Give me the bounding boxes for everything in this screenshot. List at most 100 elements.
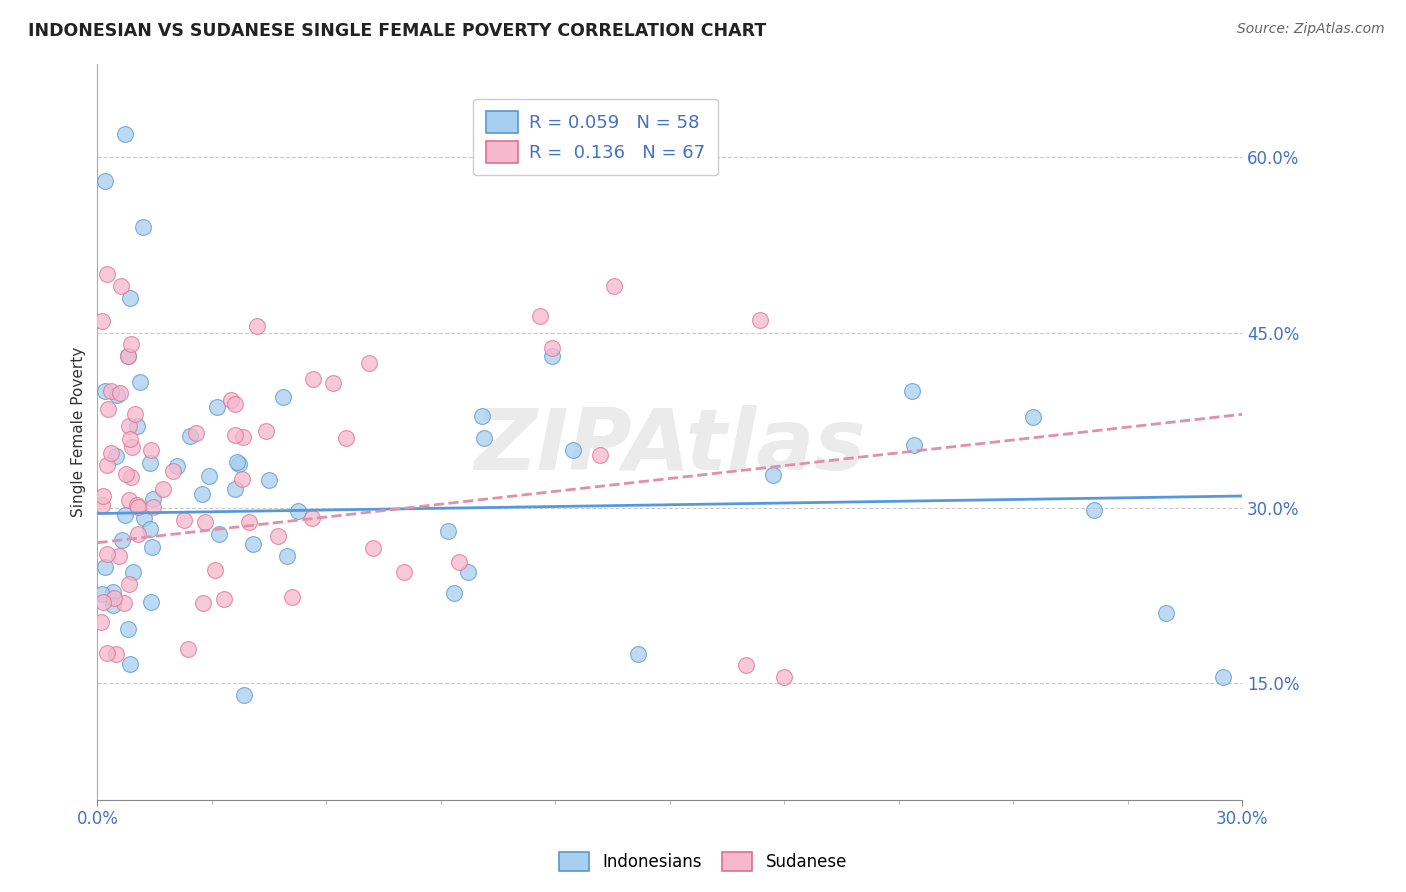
Point: [112, 596, 135, 610]
Point: [117, 622, 139, 636]
Point: [773, 670, 796, 684]
Point: [900, 384, 922, 398]
Point: [139, 442, 162, 457]
Point: [266, 529, 288, 543]
Point: [273, 390, 295, 404]
Point: [127, 500, 149, 514]
Point: [121, 440, 143, 454]
Point: [118, 492, 141, 507]
Y-axis label: Single Female Poverty: Single Female Poverty: [72, 347, 86, 517]
Point: [361, 541, 384, 556]
Point: [120, 470, 142, 484]
Point: [541, 341, 564, 355]
Point: [191, 596, 214, 610]
Point: [207, 400, 229, 414]
Point: [177, 642, 200, 657]
Point: [1083, 502, 1105, 516]
Legend: R = 0.059   N = 58, R =  0.136   N = 67: R = 0.059 N = 58, R = 0.136 N = 67: [472, 99, 717, 176]
Point: [562, 442, 585, 457]
Point: [207, 526, 229, 541]
Point: [122, 565, 145, 579]
Point: [127, 527, 149, 541]
Point: [96, 458, 118, 472]
Point: [117, 349, 139, 363]
Point: [219, 392, 242, 407]
Point: [280, 590, 302, 604]
Point: [117, 419, 139, 434]
Point: [1154, 606, 1177, 620]
Point: [96, 646, 118, 660]
Point: [242, 537, 264, 551]
Point: [110, 533, 132, 547]
Point: [120, 432, 142, 446]
Point: [127, 418, 149, 433]
Point: [1022, 410, 1045, 425]
Point: [224, 397, 246, 411]
Point: [259, 473, 281, 487]
Point: [359, 356, 381, 370]
Point: [238, 515, 260, 529]
Point: [301, 511, 323, 525]
Point: [141, 540, 163, 554]
Point: [231, 472, 253, 486]
Point: [627, 647, 650, 661]
Legend: Indonesians, Sudanese: Indonesians, Sudanese: [551, 843, 855, 880]
Point: [115, 467, 138, 482]
Point: [132, 220, 155, 235]
Point: [1212, 670, 1234, 684]
Point: [132, 511, 155, 525]
Point: [224, 428, 246, 442]
Point: [152, 482, 174, 496]
Point: [91, 490, 114, 504]
Point: [118, 291, 141, 305]
Point: [589, 448, 612, 462]
Point: [191, 487, 214, 501]
Point: [124, 407, 146, 421]
Point: [110, 278, 132, 293]
Point: [91, 314, 114, 328]
Point: [302, 372, 325, 386]
Point: [91, 498, 114, 512]
Point: [114, 508, 136, 523]
Point: [225, 455, 247, 469]
Point: [457, 565, 479, 579]
Point: [471, 409, 494, 423]
Point: [762, 467, 785, 482]
Point: [108, 549, 131, 563]
Point: [166, 458, 188, 473]
Point: [125, 498, 148, 512]
Point: [287, 504, 309, 518]
Point: [139, 522, 162, 536]
Point: [97, 401, 120, 416]
Point: [120, 337, 142, 351]
Point: [117, 349, 139, 363]
Point: [173, 513, 195, 527]
Text: ZIPAtlas: ZIPAtlas: [474, 405, 866, 488]
Point: [90, 615, 112, 630]
Point: [103, 599, 125, 613]
Point: [96, 267, 118, 281]
Point: [139, 594, 162, 608]
Point: [443, 585, 465, 599]
Point: [749, 313, 772, 327]
Point: [94, 174, 117, 188]
Point: [105, 388, 128, 402]
Point: [114, 127, 136, 141]
Point: [118, 576, 141, 591]
Point: [232, 430, 254, 444]
Point: [93, 559, 115, 574]
Point: [541, 349, 564, 363]
Point: [254, 424, 277, 438]
Point: [194, 515, 217, 529]
Point: [184, 426, 207, 441]
Point: [100, 384, 122, 398]
Point: [96, 547, 118, 561]
Point: [603, 279, 626, 293]
Point: [142, 500, 165, 515]
Point: [228, 457, 250, 471]
Point: [204, 563, 226, 577]
Point: [197, 469, 219, 483]
Point: [94, 384, 117, 398]
Point: [128, 375, 150, 389]
Point: [108, 386, 131, 401]
